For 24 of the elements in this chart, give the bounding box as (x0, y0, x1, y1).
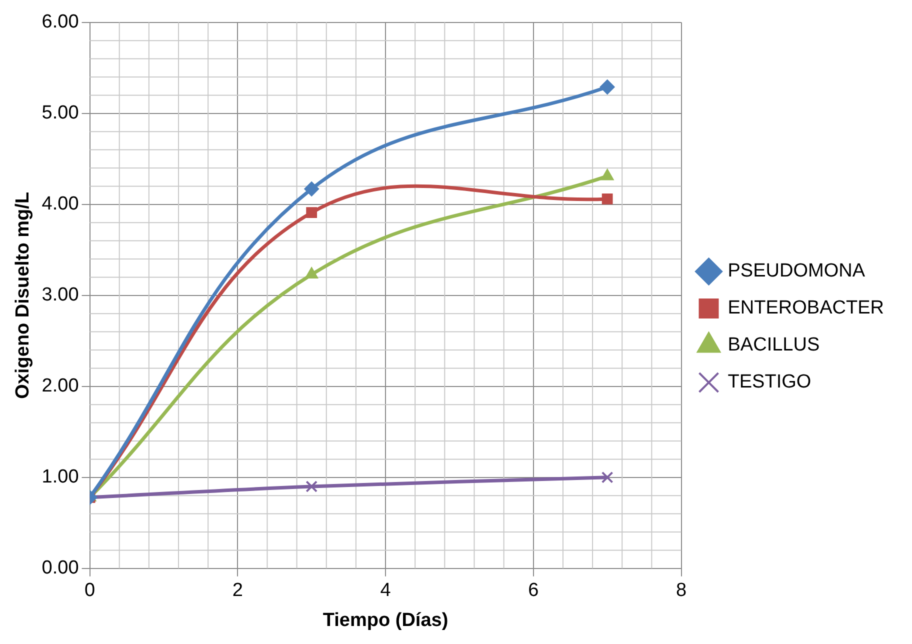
legend-label: TESTIGO (728, 372, 812, 393)
x-axis-title: Tiempo (Días) (322, 610, 448, 631)
x-tick-label: 4 (380, 580, 392, 602)
y-axis-title: Oxigeno Disuelto mg/L (12, 192, 34, 399)
point (306, 480, 318, 492)
x-tick-label: 8 (676, 580, 687, 602)
legend-label: PSEUDOMONA (728, 260, 866, 282)
point (601, 471, 614, 484)
y-tick-label: 6.00 (42, 12, 79, 33)
y-tick-label: 1.00 (42, 466, 79, 488)
point (306, 207, 318, 218)
point (304, 181, 320, 196)
y-tick-label: 2.00 (42, 376, 79, 397)
y-tick-label: 3.00 (42, 284, 79, 306)
legend-label: BACILLUS (728, 334, 820, 356)
legend-label: ENTEROBACTER (728, 298, 884, 319)
x-tick-label: 0 (84, 580, 96, 602)
y-tick-label: 4.00 (42, 194, 79, 215)
x-tick-label: 6 (528, 580, 539, 602)
point (602, 193, 613, 204)
x-tick-label: 2 (232, 580, 243, 602)
y-tick-label: 5.00 (42, 102, 79, 124)
point (600, 80, 615, 95)
y-tick-label: 0.00 (42, 558, 79, 579)
